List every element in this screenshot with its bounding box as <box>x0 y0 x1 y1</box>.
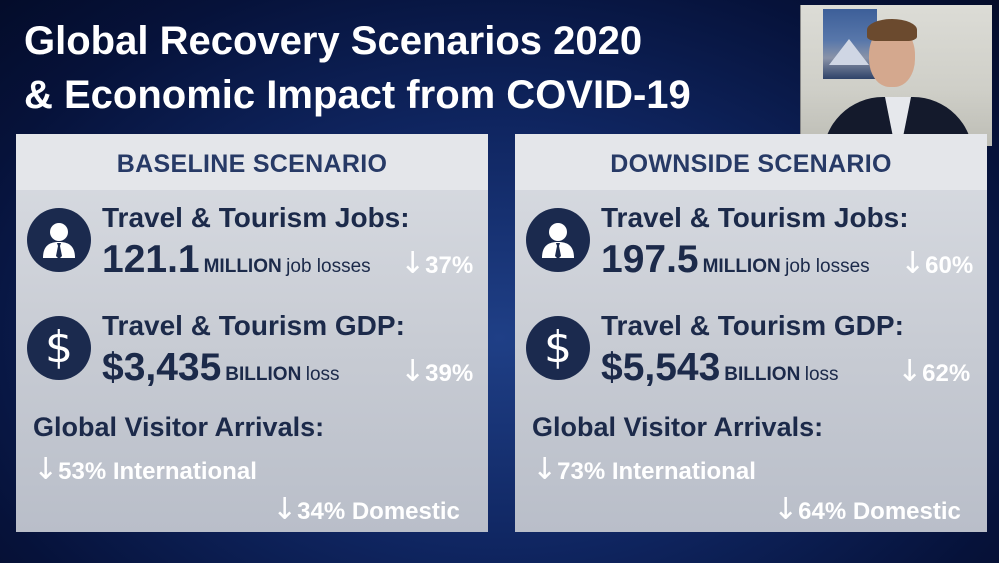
baseline-jobs-value: 121.1 <box>102 238 200 281</box>
downside-gdp-desc: loss <box>804 364 839 385</box>
baseline-gdp-value: $3,435 <box>102 346 222 389</box>
baseline-gdp-desc: loss <box>305 364 340 385</box>
baseline-domestic-change: ↓34% Domestic <box>272 492 460 527</box>
baseline-gdp-unit: BILLION <box>225 364 302 385</box>
down-arrow-icon: ↓ <box>773 492 799 527</box>
downside-header: DOWNSIDE SCENARIO <box>515 134 987 190</box>
downside-jobs-value-line: 197.5 MILLION job losses <box>601 238 870 282</box>
down-arrow-icon: ↓ <box>532 452 558 487</box>
down-arrow-icon: ↓ <box>272 492 298 527</box>
baseline-jobs-pct: 37% <box>425 252 474 279</box>
baseline-jobs-label: Travel & Tourism Jobs: <box>102 202 410 233</box>
baseline-domestic: 34% Domestic <box>297 498 460 525</box>
downside-international: 73% International <box>557 458 756 485</box>
wall-painting <box>823 9 877 79</box>
baseline-arrivals-label: Global Visitor Arrivals: <box>33 412 325 442</box>
down-arrow-icon: ↓ <box>400 354 426 389</box>
presenter-hair <box>867 19 917 41</box>
downside-gdp-value-line: $5,543 BILLION loss <box>601 346 839 390</box>
baseline-gdp-pct: 39% <box>425 360 474 387</box>
baseline-header: BASELINE SCENARIO <box>16 134 488 190</box>
down-arrow-icon: ↓ <box>400 246 426 281</box>
downside-gdp-change: ↓62% <box>897 354 970 389</box>
downside-jobs-unit: MILLION <box>702 256 781 277</box>
baseline-jobs-change: ↓37% <box>400 246 473 281</box>
downside-jobs-label: Travel & Tourism Jobs: <box>601 202 909 233</box>
down-arrow-icon: ↓ <box>897 354 923 389</box>
downside-scenario-panel: DOWNSIDE SCENARIO Travel & Tourism Jobs:… <box>515 134 987 532</box>
downside-jobs-change: ↓60% <box>900 246 973 281</box>
baseline-jobs-desc: job losses <box>286 256 371 277</box>
baseline-international-change: ↓53% International <box>33 452 257 487</box>
slide-title: Global Recovery Scenarios 2020 & Economi… <box>24 14 691 122</box>
businessman-icon <box>526 208 590 272</box>
downside-jobs-pct: 60% <box>925 252 974 279</box>
downside-domestic-change: ↓64% Domestic <box>773 492 961 527</box>
baseline-jobs-value-line: 121.1 MILLION job losses <box>102 238 371 282</box>
downside-jobs-desc: job losses <box>785 256 870 277</box>
baseline-gdp-value-line: $3,435 BILLION loss <box>102 346 340 390</box>
baseline-gdp-change: ↓39% <box>400 354 473 389</box>
downside-gdp-value: $5,543 <box>601 346 721 389</box>
downside-gdp-pct: 62% <box>922 360 971 387</box>
baseline-international: 53% International <box>58 458 257 485</box>
dollar-icon: $ <box>27 316 91 380</box>
down-arrow-icon: ↓ <box>33 452 59 487</box>
downside-arrivals-label: Global Visitor Arrivals: <box>532 412 824 442</box>
downside-domestic: 64% Domestic <box>798 498 961 525</box>
downside-gdp-label: Travel & Tourism GDP: <box>601 310 904 341</box>
baseline-jobs-unit: MILLION <box>203 256 282 277</box>
baseline-gdp-label: Travel & Tourism GDP: <box>102 310 405 341</box>
baseline-scenario-panel: BASELINE SCENARIO Travel & Tourism Jobs:… <box>16 134 488 532</box>
dollar-icon: $ <box>526 316 590 380</box>
businessman-icon <box>27 208 91 272</box>
slide-title-line-1: Global Recovery Scenarios 2020 <box>24 19 643 63</box>
downside-jobs-value: 197.5 <box>601 238 699 281</box>
downside-gdp-unit: BILLION <box>724 364 801 385</box>
down-arrow-icon: ↓ <box>900 246 926 281</box>
downside-international-change: ↓73% International <box>532 452 756 487</box>
slide-title-line-2: & Economic Impact from COVID-19 <box>24 73 691 117</box>
presenter-video <box>800 5 992 146</box>
